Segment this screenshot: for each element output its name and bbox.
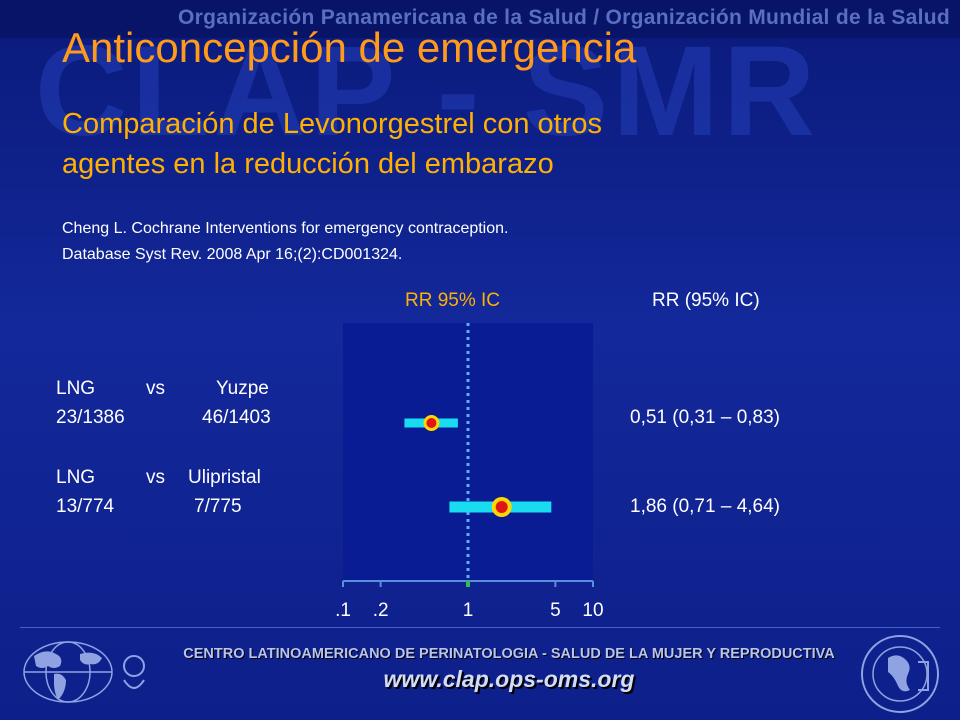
- row-1-label-vs: vs: [146, 378, 165, 399]
- row-2-label-vs: vs: [146, 467, 165, 488]
- ops-seal-icon: [861, 635, 939, 713]
- footer-divider: [20, 627, 940, 628]
- rr-column-header: RR (95% IC): [652, 290, 760, 311]
- row-1-count-lng: 23/1386: [56, 407, 125, 428]
- clap-smr-watermark: CLAP - SMR: [35, 20, 820, 163]
- organization-banner: Organización Panamericana de la Salud / …: [178, 6, 950, 29]
- clap-globe-logo-icon: [23, 641, 145, 703]
- x-tick-label-3: 5: [550, 600, 561, 621]
- footer-organization: CENTRO LATINOAMERICANO DE PERINATOLOGIA …: [183, 646, 835, 662]
- footer-url-link[interactable]: www.clap.ops-oms.org: [383, 666, 635, 692]
- x-tick-label-0: .1: [335, 600, 351, 621]
- slide-subtitle: Comparación de Levonorgestrel con otros …: [62, 104, 822, 184]
- x-tick-label-4: 10: [582, 600, 603, 621]
- citation-line-1: Cheng L. Cochrane Interventions for emer…: [62, 220, 509, 237]
- slide-title: Anticoncepción de emergencia: [62, 24, 637, 71]
- subtitle-line-2: agentes en la reducción del embarazo: [62, 148, 554, 180]
- top-banner: [0, 0, 960, 38]
- row-2-label-comparator: Ulipristal: [188, 467, 261, 488]
- subtitle-line-1: Comparación de Levonorgestrel con otros: [62, 108, 603, 140]
- x-tick-label-1: .2: [373, 600, 389, 621]
- point-estimate-row-2: [495, 501, 508, 513]
- citation: Cheng L. Cochrane Interventions for emer…: [62, 216, 762, 268]
- row-2-count-lng: 13/774: [56, 496, 115, 517]
- point-estimate-row-1: [426, 418, 437, 428]
- forest-plot-title: RR 95% IC: [405, 290, 501, 311]
- row-1-rr-value: 0,51 (0,31 – 0,83): [630, 407, 780, 428]
- row-2-label-lng: LNG: [56, 467, 96, 488]
- row-1-label-comparator: Yuzpe: [216, 378, 269, 399]
- x-tick-label-2: 1: [463, 600, 474, 621]
- row-1-count-comparator: 46/1403: [202, 407, 271, 428]
- citation-line-2: Database Syst Rev. 2008 Apr 16;(2):CD001…: [62, 246, 403, 263]
- row-2-rr-value: 1,86 (0,71 – 4,64): [630, 496, 780, 517]
- row-2-count-comparator: 7/775: [194, 496, 242, 517]
- row-1-label-lng: LNG: [56, 378, 96, 399]
